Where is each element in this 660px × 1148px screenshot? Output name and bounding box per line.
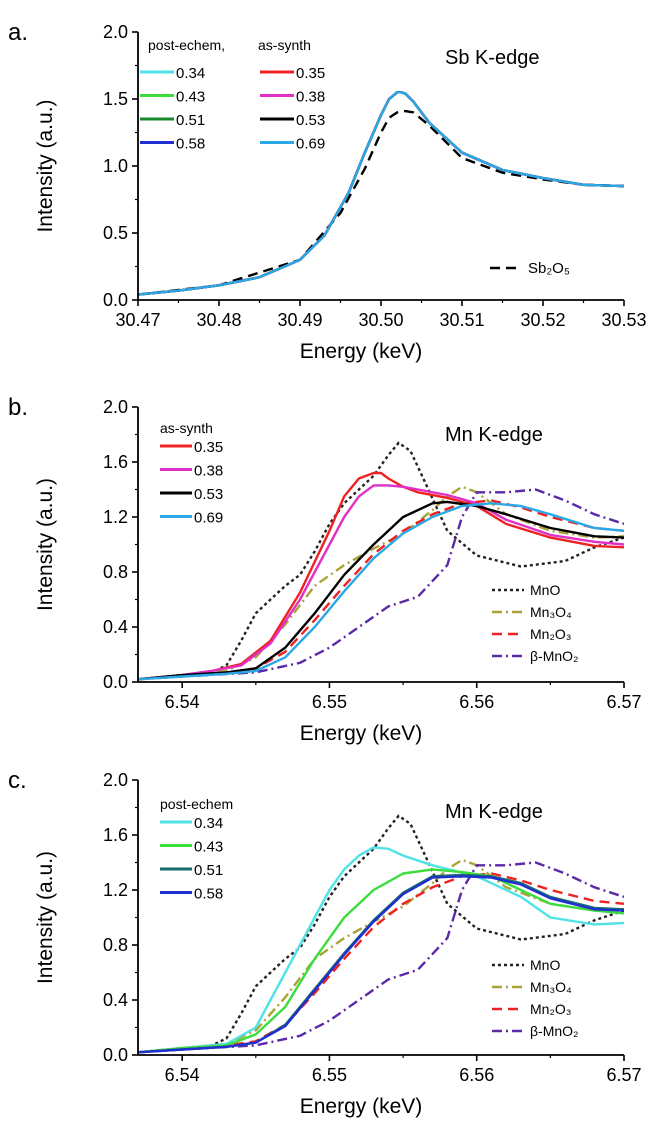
series-line-1 <box>138 484 624 681</box>
x-axis-title: Energy (keV) <box>300 722 423 745</box>
x-tick-label: 30.48 <box>196 310 241 330</box>
reference-legend: Sb₂O₅ <box>490 260 570 277</box>
x-tick-label: 6.57 <box>606 692 641 712</box>
x-tick-label: 6.54 <box>165 692 200 712</box>
reference-label: Sb₂O₅ <box>528 260 570 277</box>
reference-line-1 <box>138 858 624 1054</box>
x-axis-title: Energy (keV) <box>300 1095 423 1118</box>
reference-label: Mn₂O₃ <box>530 1001 571 1017</box>
legend-label: 0.38 <box>296 89 325 106</box>
series-line-0 <box>138 846 624 1054</box>
series-line-3 <box>138 502 624 681</box>
x-tick-label: 30.47 <box>115 310 160 330</box>
reference-legend: MnO Mn₃O₄ Mn₂O₃ β-MnO₂ <box>492 582 579 664</box>
legend: post-echem, as-synth 0.34 0.43 0.51 0.58 0.35 0… <box>140 37 325 153</box>
legend-label: 0.35 <box>296 65 325 82</box>
reference-label: MnO <box>530 582 560 598</box>
x-tick-label: 30.52 <box>520 310 565 330</box>
legend-label: 0.51 <box>176 112 205 129</box>
legend-label: 0.69 <box>296 136 325 153</box>
x-tick-label: 6.57 <box>606 1065 641 1085</box>
x-tick-label: 6.55 <box>312 1065 347 1085</box>
legend-label: 0.34 <box>176 65 205 82</box>
y-tick-label: 2.0 <box>103 770 128 790</box>
y-tick-label: 0.4 <box>103 990 128 1010</box>
legend-group-title: as-synth <box>258 37 311 53</box>
reference-line-0 <box>138 814 624 1054</box>
legend-label: 0.43 <box>194 839 223 856</box>
x-tick-label: 30.49 <box>277 310 322 330</box>
y-tick-label: 0.8 <box>103 562 128 582</box>
reference-label: MnO <box>530 957 560 973</box>
legend-label: 0.34 <box>194 815 223 832</box>
legend-group-title: post-echem, <box>148 37 225 53</box>
legend-label: 0.58 <box>176 136 205 153</box>
legend-group-title: as-synth <box>160 420 213 436</box>
series-line-0 <box>138 471 624 681</box>
reference-legend: MnO Mn₃O₄ Mn₂O₃ β-MnO₂ <box>492 957 579 1039</box>
reference-line-2 <box>138 872 624 1054</box>
edge-annotation: Mn K-edge <box>445 424 543 446</box>
reference-label: Mn₂O₃ <box>530 626 571 642</box>
x-tick-label: 6.56 <box>459 1065 494 1085</box>
legend-group-title: post-echem <box>160 796 233 812</box>
legend-label: 0.35 <box>194 439 223 456</box>
y-tick-label: 1.2 <box>103 507 128 527</box>
reference-line-0 <box>138 441 624 681</box>
series-line-1 <box>138 868 624 1054</box>
x-tick-label: 6.56 <box>459 692 494 712</box>
y-tick-label: 1.5 <box>103 89 128 109</box>
y-tick-label: 0.0 <box>103 290 128 310</box>
panel-label: a. <box>8 19 28 46</box>
y-tick-label: 2.0 <box>103 397 128 417</box>
x-axis-title: Energy (keV) <box>300 340 423 363</box>
legend-label: 0.43 <box>176 89 205 106</box>
series-line-2 <box>138 500 624 681</box>
y-tick-label: 0.8 <box>103 935 128 955</box>
x-tick-label: 30.51 <box>439 310 484 330</box>
y-tick-label: 1.2 <box>103 880 128 900</box>
y-axis-title: Intensity (a.u.) <box>34 478 57 611</box>
legend-label: 0.53 <box>296 112 325 129</box>
edge-annotation: Mn K-edge <box>445 801 543 823</box>
legend: post-echem 0.34 0.43 0.51 0.58 <box>160 796 233 903</box>
legend-label: 0.69 <box>194 510 223 527</box>
legend-label: 0.53 <box>194 486 223 503</box>
x-tick-label: 30.53 <box>601 310 646 330</box>
reference-label: Mn₃O₄ <box>530 604 572 620</box>
reference-line-3 <box>138 488 624 681</box>
y-tick-label: 1.6 <box>103 452 128 472</box>
legend-label: 0.38 <box>194 463 223 480</box>
legend-label: 0.58 <box>194 886 223 903</box>
legend: as-synth 0.35 0.38 0.53 0.69 <box>160 420 223 527</box>
panel-c: c. 6.54 6.55 6.56 6.57 0.0 0.4 0.8 1.2 1.6 2.0 Ener… <box>8 767 642 1118</box>
panel-label: b. <box>8 394 28 421</box>
reference-label: β-MnO₂ <box>530 1023 579 1039</box>
reference-label: β-MnO₂ <box>530 648 579 664</box>
edge-annotation: Sb K-edge <box>445 47 540 69</box>
panel-a: a. 30.47 30.48 30.49 30.50 30.51 30.52 30.53 0.0… <box>8 19 647 363</box>
x-tick-label: 6.54 <box>165 1065 200 1085</box>
reference-line-3 <box>138 861 624 1054</box>
y-tick-label: 1.6 <box>103 825 128 845</box>
series-line-7 <box>138 91 624 296</box>
y-axis-title: Intensity (a.u.) <box>34 851 57 984</box>
y-tick-label: 2.0 <box>103 22 128 42</box>
y-tick-label: 0.0 <box>103 672 128 692</box>
x-tick-label: 6.55 <box>312 692 347 712</box>
series-line-3 <box>138 875 624 1054</box>
reference-label: Mn₃O₄ <box>530 979 572 995</box>
legend-label: 0.51 <box>194 862 223 879</box>
panel-b: b. 6.54 6.55 6.56 6.57 0.0 0.4 0.8 1.2 1.6 2.0 Ener… <box>8 394 642 745</box>
y-tick-label: 0.4 <box>103 617 128 637</box>
y-axis-title: Intensity (a.u.) <box>34 99 57 232</box>
panel-label: c. <box>8 767 27 794</box>
reference-line-0 <box>138 109 624 296</box>
y-tick-label: 1.0 <box>103 156 128 176</box>
x-tick-label: 30.50 <box>358 310 403 330</box>
y-tick-label: 0.0 <box>103 1045 128 1065</box>
y-tick-label: 0.5 <box>103 223 128 243</box>
